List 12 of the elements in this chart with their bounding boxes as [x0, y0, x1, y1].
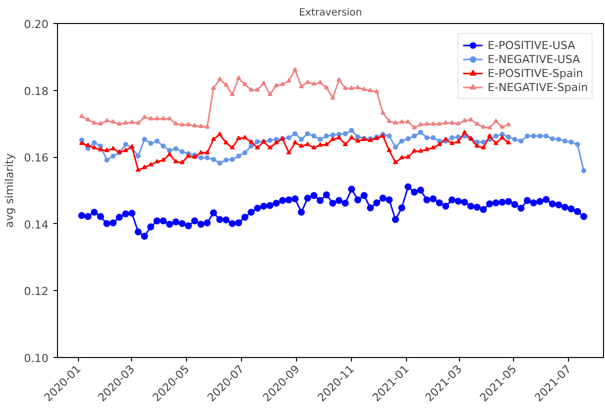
- y-tick-label: 0.16: [24, 152, 49, 165]
- y-tick-label: 0.10: [24, 352, 49, 365]
- legend-label: E-POSITIVE-USA: [488, 38, 576, 52]
- y-axis-title: avg similarity: [3, 152, 16, 228]
- chart-title: Extraversion: [298, 8, 362, 18]
- legend-label: E-NEGATIVE-Spain: [488, 80, 588, 94]
- y-tick-label: 0.12: [24, 285, 49, 298]
- y-tick-label: 0.18: [24, 84, 49, 98]
- y-tick-label: 0.14: [24, 218, 49, 232]
- legend-label: E-NEGATIVE-USA: [488, 52, 580, 66]
- y-tick-label: 0.20: [24, 18, 49, 31]
- legend-label: E-POSITIVE-Spain: [488, 66, 584, 80]
